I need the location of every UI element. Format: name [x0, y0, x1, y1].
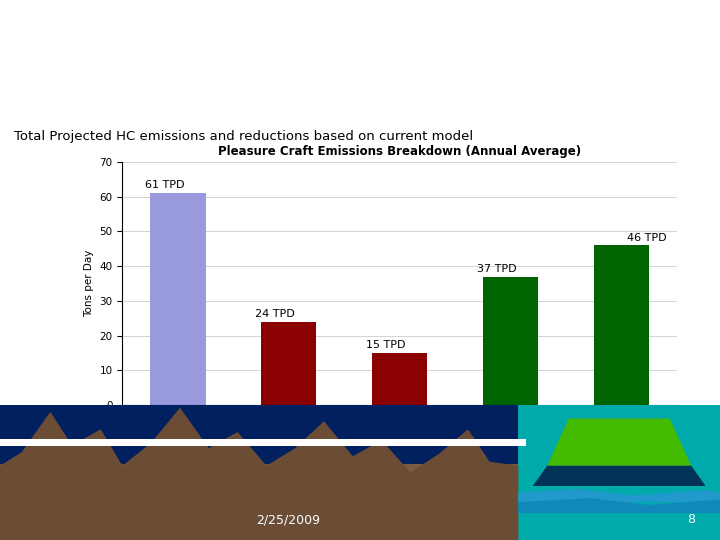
Title: Pleasure Craft Emissions Breakdown (Annual Average): Pleasure Craft Emissions Breakdown (Annu…	[218, 145, 581, 158]
Text: 24 TPD: 24 TPD	[256, 309, 295, 319]
Polygon shape	[533, 465, 706, 486]
Bar	[261, 322, 317, 405]
Bar	[518, 405, 720, 540]
Bar	[372, 353, 428, 405]
Bar	[0, 438, 526, 445]
Bar	[0, 464, 518, 540]
Text: Uncontrolled Emissions and
Reductions, cont.: Uncontrolled Emissions and Reductions, c…	[143, 23, 577, 84]
Text: 46 TPD: 46 TPD	[627, 233, 667, 242]
Polygon shape	[518, 489, 720, 502]
Bar	[150, 193, 206, 405]
Text: 15 TPD: 15 TPD	[366, 340, 406, 350]
Bar	[483, 276, 539, 405]
Polygon shape	[0, 408, 518, 540]
Text: 61 TPD: 61 TPD	[145, 180, 184, 191]
Polygon shape	[518, 498, 720, 513]
Bar	[0, 405, 540, 480]
Bar	[594, 245, 649, 405]
Text: 2/25/2009: 2/25/2009	[256, 513, 320, 526]
Text: Total Projected HC emissions and reductions based on current model: Total Projected HC emissions and reducti…	[14, 130, 474, 143]
Text: 37 TPD: 37 TPD	[477, 264, 517, 274]
Polygon shape	[547, 418, 691, 465]
Text: 8: 8	[687, 513, 696, 526]
Y-axis label: Tons per Day: Tons per Day	[84, 250, 94, 317]
